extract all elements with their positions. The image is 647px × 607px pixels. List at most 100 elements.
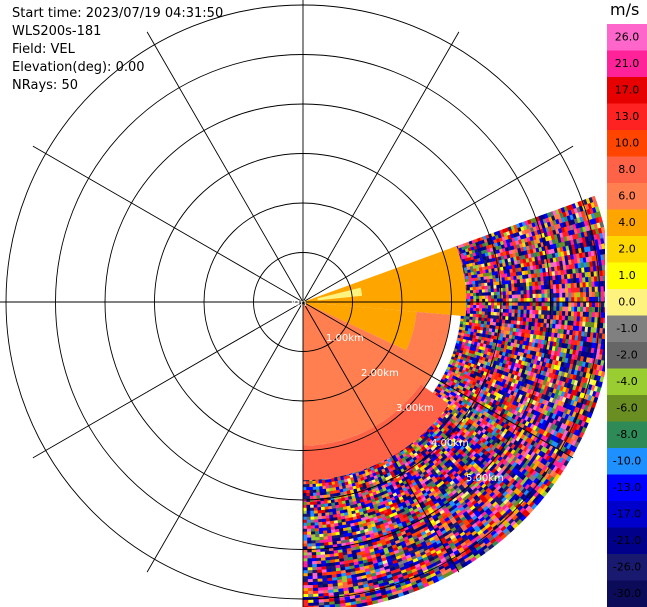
velocity-cell	[490, 285, 495, 290]
velocity-cell	[469, 319, 473, 324]
velocity-cell	[505, 294, 510, 299]
velocity-cell	[602, 275, 605, 282]
velocity-cell	[586, 336, 591, 343]
velocity-cell	[520, 290, 525, 295]
velocity-cell	[473, 305, 477, 309]
velocity-cell	[538, 314, 542, 320]
velocity-cell	[555, 319, 560, 325]
velocity-cell	[516, 320, 521, 326]
velocity-cell	[476, 329, 481, 334]
velocity-cell	[484, 266, 489, 271]
velocity-cell	[599, 275, 604, 282]
velocity-cell	[590, 327, 595, 334]
velocity-cell	[462, 324, 467, 329]
velocity-cell	[560, 324, 565, 330]
velocity-cell	[529, 285, 533, 291]
velocity-cell	[482, 295, 486, 300]
velocity-cell	[583, 297, 587, 303]
velocity-cell	[544, 306, 548, 311]
velocity-cell	[577, 306, 581, 313]
velocity-cell	[483, 321, 488, 325]
velocity-cell	[508, 287, 513, 292]
velocity-cell	[524, 266, 528, 272]
velocity-cell	[594, 286, 599, 293]
velocity-cell	[478, 314, 483, 318]
velocity-cell	[550, 262, 555, 268]
velocity-cell	[578, 345, 584, 352]
velocity-cell	[479, 308, 483, 312]
velocity-cell	[479, 298, 483, 303]
velocity-cell	[501, 280, 506, 285]
velocity-cell	[489, 324, 494, 329]
velocity-cell	[542, 331, 547, 337]
velocity-cell	[468, 322, 473, 327]
velocity-cell	[458, 326, 463, 331]
velocity-cell	[488, 272, 493, 277]
velocity-cell	[600, 281, 605, 287]
velocity-cell	[535, 338, 540, 344]
velocity-cell	[490, 311, 495, 316]
velocity-cell	[588, 307, 593, 313]
velocity-cell	[493, 281, 497, 286]
velocity-cell	[474, 274, 478, 279]
velocity-cell	[588, 196, 594, 204]
velocity-cell	[512, 327, 517, 333]
velocity-cell	[577, 200, 583, 208]
velocity-cell	[481, 336, 486, 341]
velocity-cell	[549, 275, 553, 281]
velocity-cell	[598, 265, 603, 272]
velocity-cell	[505, 316, 509, 321]
velocity-cell	[526, 305, 531, 311]
velocity-cell	[585, 321, 589, 328]
velocity-cell	[472, 316, 477, 321]
velocity-cell	[522, 282, 527, 287]
velocity-cell	[559, 302, 563, 307]
velocity-cell	[469, 310, 474, 315]
velocity-cell	[466, 333, 471, 338]
velocity-cell	[532, 302, 537, 307]
velocity-cell	[491, 298, 495, 303]
velocity-cell	[532, 314, 536, 319]
velocity-cell	[475, 332, 480, 337]
velocity-cell	[473, 268, 478, 273]
velocity-cell	[487, 314, 492, 319]
velocity-cell	[541, 289, 545, 295]
velocity-cell	[591, 281, 596, 288]
velocity-cell	[576, 287, 581, 293]
velocity-cell	[508, 265, 513, 270]
velocity-cell	[510, 323, 515, 329]
velocity-cell	[564, 278, 569, 285]
velocity-cell	[577, 297, 581, 303]
velocity-cell	[603, 254, 605, 261]
velocity-cell	[469, 334, 474, 339]
velocity-cell	[488, 302, 492, 306]
velocity-cell	[536, 268, 541, 274]
velocity-cell	[544, 310, 548, 316]
velocity-cell	[532, 285, 536, 291]
velocity-cell	[600, 307, 605, 313]
velocity-cell	[526, 298, 531, 303]
velocity-cell	[469, 316, 474, 321]
velocity-cell	[492, 325, 497, 330]
velocity-cell	[476, 308, 480, 312]
velocity-cell	[530, 330, 535, 335]
velocity-cell	[560, 329, 565, 335]
velocity-cell	[530, 269, 535, 275]
velocity-cell	[485, 272, 490, 277]
velocity-cell	[465, 322, 470, 326]
velocity-cell	[556, 333, 561, 339]
velocity-cell	[590, 322, 595, 328]
velocity-cell	[579, 392, 585, 399]
velocity-cell	[578, 326, 583, 332]
velocity-cell	[479, 305, 483, 309]
velocity-cell	[490, 264, 495, 270]
velocity-cell	[459, 338, 464, 343]
velocity-cell	[520, 313, 524, 318]
velocity-cell	[553, 288, 557, 294]
velocity-cell	[593, 276, 598, 283]
velocity-cell	[486, 324, 491, 329]
velocity-cell	[553, 332, 558, 339]
velocity-cell	[481, 266, 486, 271]
velocity-cell	[600, 371, 605, 378]
velocity-cell	[531, 273, 535, 279]
